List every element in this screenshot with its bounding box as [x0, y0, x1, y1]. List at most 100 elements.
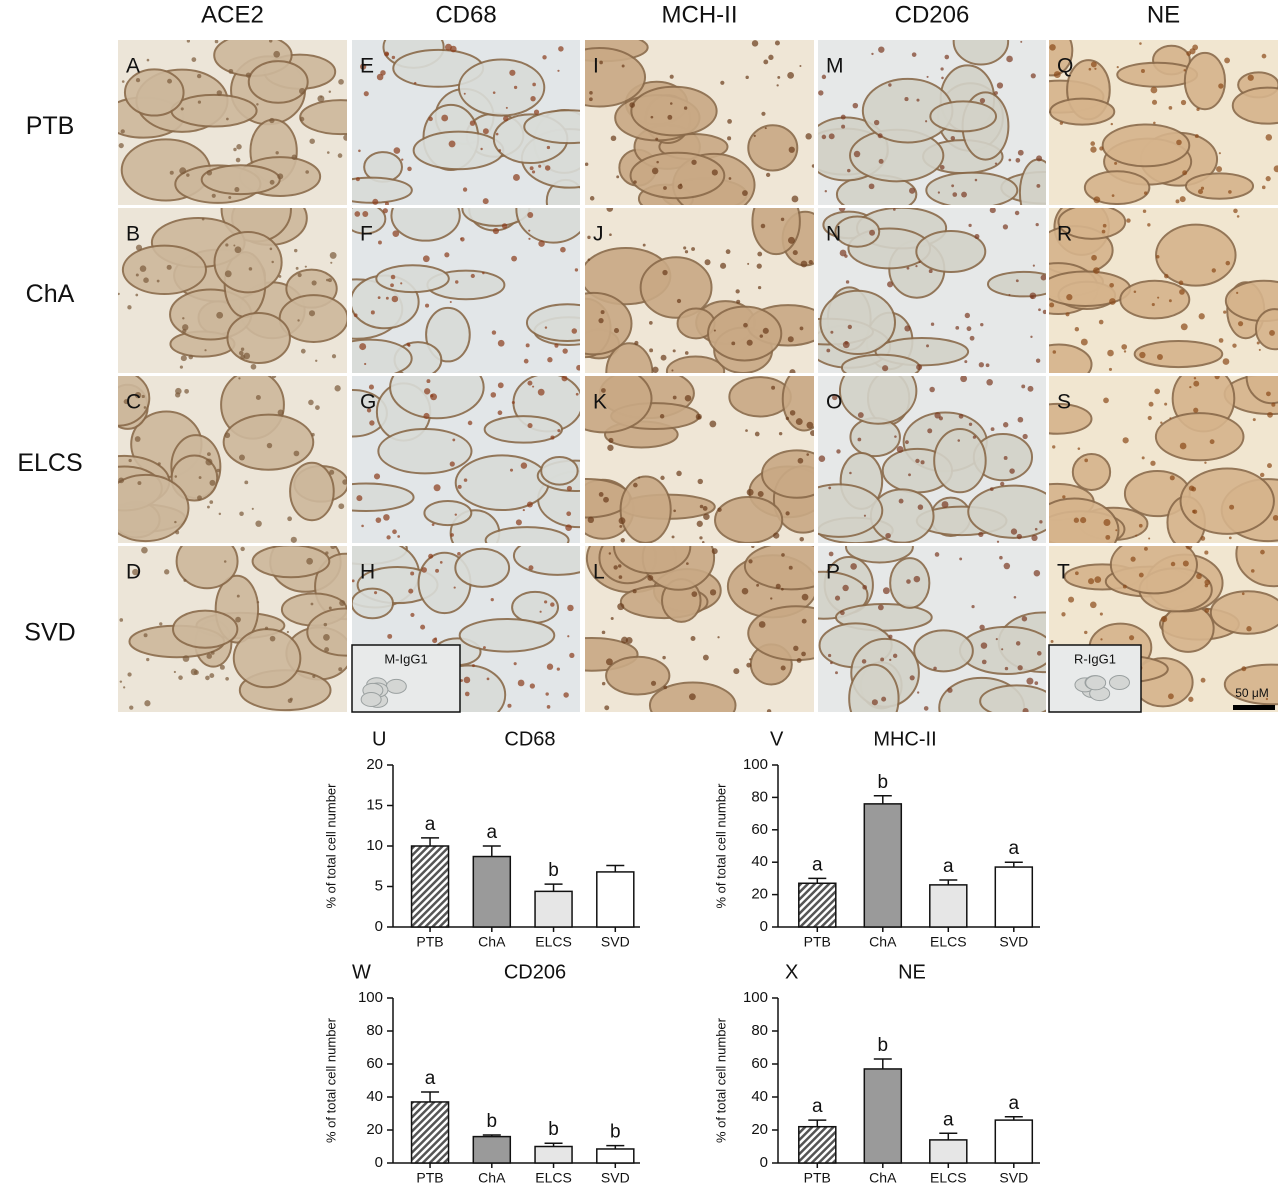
- cell: [878, 46, 885, 53]
- cell: [757, 491, 764, 498]
- column-header: NE: [1147, 1, 1180, 28]
- cell: [733, 668, 740, 675]
- cell: [175, 392, 181, 398]
- cell: [999, 555, 1003, 560]
- cell: [731, 341, 736, 346]
- cell: [295, 266, 299, 270]
- cell: [545, 692, 549, 696]
- cell: [1140, 69, 1145, 74]
- villus: [619, 475, 672, 543]
- cell: [421, 567, 427, 573]
- cell: [905, 440, 909, 445]
- cell: [1198, 313, 1205, 320]
- cell: [1126, 218, 1131, 223]
- cell: [228, 68, 234, 74]
- cell: [330, 546, 336, 549]
- cell: [1084, 458, 1089, 463]
- cell: [789, 410, 796, 416]
- panel-letter: A: [126, 55, 140, 78]
- cell: [871, 699, 878, 706]
- cell: [374, 591, 378, 595]
- cell: [1061, 612, 1066, 617]
- villus: [979, 684, 1046, 712]
- cell: [877, 604, 884, 611]
- cell: [214, 40, 219, 44]
- cell: [491, 330, 497, 335]
- cell: [885, 532, 891, 539]
- cell: [523, 358, 529, 364]
- villus: [743, 546, 814, 591]
- cell: [968, 422, 973, 427]
- cell: [1189, 48, 1196, 55]
- cell: [835, 671, 838, 675]
- cell: [1038, 308, 1041, 312]
- cell: [1116, 66, 1119, 69]
- cell: [1101, 229, 1106, 234]
- cell: [236, 594, 240, 598]
- cell: [1256, 341, 1260, 345]
- cell: [198, 476, 202, 480]
- cell: [1015, 279, 1019, 283]
- cell: [915, 265, 918, 268]
- cell: [186, 40, 191, 43]
- cell: [1114, 161, 1118, 165]
- cell: [861, 659, 867, 664]
- cell: [940, 67, 944, 71]
- cell: [1000, 481, 1005, 487]
- cell: [463, 478, 468, 482]
- cell: [809, 430, 814, 437]
- cell: [1103, 519, 1111, 526]
- cell: [544, 600, 548, 604]
- cell: [432, 638, 438, 644]
- cell: [598, 492, 604, 497]
- cell: [1109, 298, 1116, 305]
- cell: [216, 90, 223, 96]
- cell: [778, 431, 783, 436]
- cell: [727, 118, 732, 124]
- y-axis-label: % of total cell number: [323, 783, 338, 909]
- cell: [746, 339, 753, 346]
- cell: [1196, 107, 1200, 112]
- cell: [604, 705, 610, 711]
- cell: [1250, 569, 1255, 573]
- panel-letter: Q: [1057, 55, 1073, 78]
- villus: [1184, 172, 1255, 200]
- cell: [609, 233, 612, 237]
- cell: [450, 533, 454, 537]
- micrograph: O: [818, 376, 1046, 543]
- scale-bar-label: 50 μM: [1235, 686, 1269, 700]
- cell: [613, 328, 620, 334]
- x-tick-label: ELCS: [930, 934, 967, 950]
- villus: [251, 546, 331, 579]
- cell: [709, 589, 717, 596]
- cell: [1232, 343, 1237, 348]
- cell: [842, 584, 849, 592]
- cell: [978, 362, 984, 368]
- cell: [787, 336, 794, 343]
- cell: [1015, 157, 1021, 163]
- cell: [175, 530, 180, 535]
- column-header: CD68: [435, 1, 496, 28]
- cell: [1168, 299, 1172, 303]
- cell: [575, 392, 579, 396]
- cell: [688, 693, 696, 701]
- significance-letter: a: [425, 814, 436, 835]
- significance-letter: b: [548, 860, 559, 881]
- cell: [587, 516, 595, 524]
- cell: [251, 507, 254, 510]
- cell: [927, 428, 933, 434]
- cell: [758, 621, 766, 628]
- villus: [200, 164, 281, 196]
- villus: [1057, 208, 1127, 240]
- cell: [308, 399, 314, 406]
- cell: [156, 279, 160, 283]
- cell: [888, 634, 893, 639]
- cell: [123, 399, 129, 405]
- cell: [497, 410, 503, 416]
- cell: [1169, 475, 1175, 481]
- cell: [299, 116, 305, 122]
- y-tick-label: 100: [743, 989, 768, 1006]
- cell: [894, 435, 897, 438]
- cell: [255, 394, 261, 400]
